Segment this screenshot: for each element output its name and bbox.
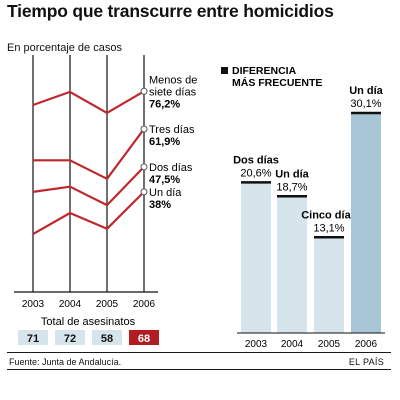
bar-chart-title-line-2: MÁS FRECUENTE [232, 76, 322, 89]
footer-divider-bottom [7, 369, 391, 370]
x-tick-label: 2005 [96, 299, 119, 310]
bar [277, 196, 307, 333]
source-note: Fuente: Junta de Andalucía. [9, 357, 122, 367]
x-tick-label: 2004 [281, 339, 304, 350]
page-title: Tiempo que transcurre entre homicidios [7, 1, 334, 21]
bar-value-label: 18,7% [276, 181, 307, 193]
total-box [129, 330, 159, 345]
x-tick-label: 2006 [133, 299, 156, 310]
bar-category-label: Cinco días [301, 209, 357, 221]
page-subtitle: En porcentaje de casos [7, 42, 122, 54]
series-line-dos-dias [32, 166, 145, 207]
total-value: 71 [27, 333, 39, 345]
series-line-un-dia [32, 191, 145, 236]
bar-category-label: Un día [349, 85, 383, 97]
bar [241, 182, 271, 333]
series-value-label: 47,5% [149, 174, 180, 186]
bar-value-label: 13,1% [313, 222, 344, 234]
publisher-credit: EL PAÍS [348, 357, 384, 367]
series-name-label: Menos de [149, 74, 197, 86]
bar-chart-title-line-1: DIFERENCIA [232, 65, 297, 77]
bar [314, 237, 344, 333]
total-value: 68 [138, 333, 150, 345]
footer-divider-top [7, 352, 391, 353]
series-line-menos-de-siete-dias [32, 90, 145, 115]
total-value: 72 [64, 333, 76, 345]
series-value-label: 76,2% [149, 98, 180, 110]
series-end-point [140, 163, 148, 171]
series-line-tres-dias [33, 128, 145, 180]
total-value: 58 [101, 333, 113, 345]
x-tick-label: 2006 [355, 339, 378, 350]
series-end-point [140, 125, 148, 133]
series-end-point [140, 188, 148, 196]
total-box [18, 330, 48, 345]
series-value-label: 38% [149, 199, 171, 211]
line-chart-series [32, 87, 148, 236]
legend-square-icon [221, 67, 228, 74]
series-name-label: siete días [149, 86, 197, 98]
bar-category-label: Dos días [233, 154, 279, 166]
series-name-label: Dos días [149, 162, 193, 174]
x-tick-label: 2003 [22, 299, 45, 310]
bar [351, 113, 381, 333]
totals-title: Total de asesinatos [41, 316, 136, 328]
bar-category-label: Un día [275, 168, 309, 180]
series-name-label: Un día [149, 187, 182, 199]
bar-value-label: 30,1% [350, 98, 381, 110]
total-box [55, 330, 85, 345]
x-tick-label: 2003 [245, 339, 268, 350]
x-tick-label: 2004 [59, 299, 82, 310]
total-box [92, 330, 122, 345]
line-chart-ticks: 2003 2004 2005 2006 [14, 55, 158, 310]
series-name-label: Tres días [149, 124, 195, 136]
bar-value-label: 20,6% [240, 167, 271, 179]
x-tick-label: 2005 [318, 339, 341, 350]
series-end-point [140, 87, 148, 95]
series-value-label: 61,9% [149, 136, 180, 148]
